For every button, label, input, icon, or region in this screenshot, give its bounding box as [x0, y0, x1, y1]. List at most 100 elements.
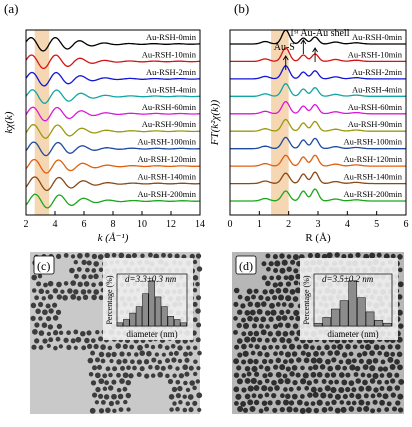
nanoparticle: [91, 253, 98, 260]
histogram-bar: [313, 322, 323, 327]
nanoparticle: [178, 400, 183, 405]
nanoparticle: [48, 337, 54, 343]
nanoparticle: [189, 380, 195, 386]
nanoparticle: [63, 253, 69, 258]
nanoparticle: [98, 378, 105, 385]
nanoparticle: [153, 253, 160, 260]
nanoparticle: [69, 267, 75, 274]
nanoparticle: [376, 252, 382, 258]
nanoparticle: [366, 373, 372, 378]
nanoparticle: [277, 322, 284, 328]
nanoparticle: [277, 378, 284, 385]
nanoparticle: [345, 372, 351, 378]
series-line: [230, 83, 406, 97]
nanoparticle: [93, 343, 99, 350]
nanoparticle: [351, 358, 357, 364]
nanoparticle: [183, 380, 188, 386]
nanoparticle: [356, 352, 362, 358]
nanoparticle: [164, 358, 171, 364]
nanoparticle: [391, 406, 398, 412]
nanoparticle: [112, 366, 118, 372]
nanoparticle: [397, 364, 403, 371]
nanoparticle: [233, 329, 238, 335]
nanoparticle: [80, 289, 87, 295]
nanoparticle: [58, 330, 64, 335]
nanoparticle: [132, 365, 137, 371]
nanoparticle: [37, 274, 43, 279]
arrow-head: [300, 39, 307, 45]
nanoparticle: [365, 385, 372, 392]
nanoparticle: [331, 344, 337, 350]
nanoparticle: [244, 393, 251, 400]
nanoparticle: [355, 393, 362, 400]
nanoparticle: [264, 310, 271, 316]
nanoparticle: [154, 364, 160, 371]
x-tick-label: 2: [286, 219, 291, 230]
nanoparticle: [250, 377, 257, 384]
nanoparticle: [372, 399, 378, 405]
nanoparticle: [45, 303, 51, 309]
nanoparticle: [70, 294, 77, 300]
arrow-head: [312, 47, 318, 53]
nanoparticle: [247, 330, 253, 337]
nanoparticle: [292, 379, 298, 386]
nanoparticle: [247, 385, 254, 392]
nanoparticle: [341, 352, 348, 358]
nanoparticle: [126, 351, 132, 357]
nanoparticle: [265, 280, 271, 287]
nanoparticle: [241, 331, 247, 337]
series-curves: [230, 29, 406, 202]
panel-c-tem-image: d=3.3±0.3 nm diameter (nm) Percentage (%…: [30, 252, 203, 414]
nanoparticle: [253, 399, 260, 406]
nanoparticle: [306, 380, 312, 386]
nanoparticle: [264, 337, 270, 343]
nanoparticle: [324, 372, 330, 378]
nanoparticle: [355, 378, 361, 384]
nanoparticle: [102, 373, 108, 379]
nanoparticle: [167, 253, 173, 259]
nanoparticle: [334, 364, 341, 371]
nanoparticle: [369, 365, 376, 372]
nanoparticle: [84, 337, 90, 344]
nanoparticle: [36, 281, 42, 287]
nanoparticle: [184, 357, 190, 363]
nanoparticle: [129, 344, 135, 350]
series-curves: [25, 36, 201, 209]
nanoparticle: [397, 267, 403, 273]
nanoparticle: [377, 350, 383, 356]
panel-label: (a): [4, 1, 18, 16]
nanoparticle: [93, 289, 100, 295]
nanoparticle: [288, 302, 294, 309]
nanoparticle: [303, 343, 309, 350]
nanoparticle: [251, 393, 257, 399]
nanoparticle: [342, 394, 348, 400]
nanoparticle: [286, 266, 292, 272]
nanoparticle: [360, 372, 366, 378]
nanoparticle: [386, 401, 392, 407]
nanoparticle: [275, 315, 282, 322]
nanoparticle: [157, 371, 164, 378]
histogram-bar: [167, 316, 174, 327]
histogram-bars: [313, 273, 393, 327]
nanoparticle: [273, 268, 279, 273]
nanoparticle: [90, 338, 96, 343]
nanoparticle: [240, 303, 246, 309]
nanoparticle: [38, 288, 45, 295]
nanoparticle: [338, 386, 345, 394]
nanoparticle: [384, 379, 390, 385]
nanoparticle: [283, 387, 288, 392]
nanoparticle: [104, 380, 110, 386]
nanoparticle: [273, 351, 278, 357]
series-label: Au-RSH-60min: [348, 102, 403, 112]
nanoparticle: [240, 401, 247, 407]
nanoparticle: [192, 288, 198, 293]
nanoparticle: [362, 364, 369, 371]
nanoparticle: [281, 259, 288, 266]
nanoparticle: [91, 294, 97, 301]
nanoparticle: [73, 345, 78, 350]
nanoparticle: [91, 282, 96, 288]
nanoparticle: [295, 273, 301, 280]
nanoparticle: [58, 344, 64, 349]
nanoparticle: [84, 252, 90, 258]
nanoparticle: [118, 252, 125, 259]
